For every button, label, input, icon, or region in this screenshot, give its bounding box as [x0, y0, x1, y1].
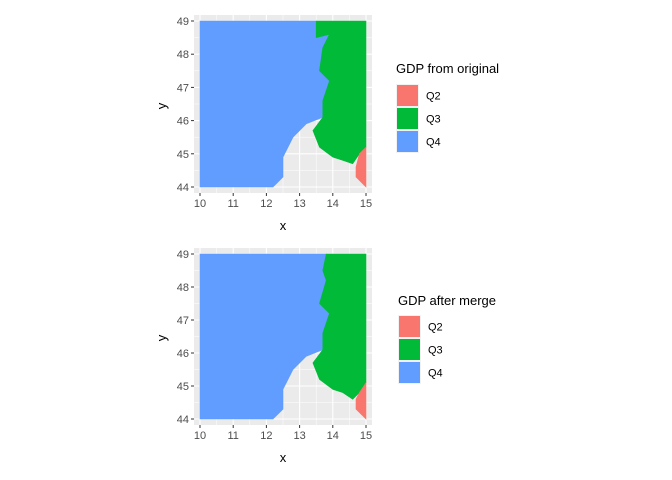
map-panel-merged: GDP after merge x y 10 11 12 13 14 15 44 45 46 47… — [154, 248, 496, 465]
x-tick-label: 11 — [227, 430, 238, 442]
legend-label: Q3 — [426, 114, 441, 126]
x-axis-title: x — [280, 218, 287, 233]
x-tick-label: 13 — [293, 430, 305, 442]
x-axis-title: x — [280, 450, 287, 465]
x-tick-label: 11 — [227, 198, 238, 210]
legend-swatch-q2 — [397, 85, 418, 106]
legend-label: Q4 — [426, 137, 441, 149]
x-tick-label: 14 — [327, 198, 339, 210]
legend-swatch-q3 — [399, 339, 420, 360]
y-tick-label: 46 — [177, 116, 189, 128]
y-axis-title: y — [154, 102, 169, 109]
y-tick-label: 44 — [177, 182, 189, 194]
region-q2 — [355, 381, 367, 420]
y-tick-label: 46 — [177, 348, 189, 360]
y-tick-label: 48 — [177, 49, 189, 61]
legend-title: GDP from original — [396, 61, 499, 76]
legend-label: Q2 — [428, 322, 443, 334]
legend-swatch-q3 — [397, 108, 418, 129]
legend-swatch-q2 — [399, 316, 420, 337]
y-tick-label: 47 — [177, 315, 189, 327]
y-tick-label: 48 — [177, 282, 189, 294]
region-q2 — [355, 146, 367, 188]
legend-label: Q3 — [428, 345, 443, 357]
legend-swatch-q4 — [399, 362, 420, 383]
legend-title: GDP after merge — [398, 293, 496, 308]
y-tick-label: 44 — [177, 414, 189, 426]
legend-label: Q2 — [426, 91, 441, 103]
y-tick-label: 47 — [177, 82, 189, 94]
y-axis-title: y — [154, 334, 169, 341]
y-tick-label: 49 — [177, 249, 189, 261]
x-tick-label: 10 — [194, 198, 206, 210]
legend-swatch-q4 — [397, 131, 418, 152]
map-panel-original: GDP from original x y 10 11 12 13 14 15 44 45 46… — [154, 15, 499, 233]
x-tick-label: 13 — [293, 198, 305, 210]
x-tick-label: 14 — [327, 430, 339, 442]
y-tick-label: 45 — [177, 381, 189, 393]
x-tick-label: 12 — [260, 430, 272, 442]
x-tick-label: 10 — [194, 430, 206, 442]
x-tick-label: 15 — [360, 198, 372, 210]
x-tick-label: 15 — [360, 430, 372, 442]
x-tick-label: 12 — [260, 198, 272, 210]
legend-label: Q4 — [428, 368, 443, 380]
y-tick-label: 45 — [177, 149, 189, 161]
y-tick-label: 49 — [177, 16, 189, 28]
